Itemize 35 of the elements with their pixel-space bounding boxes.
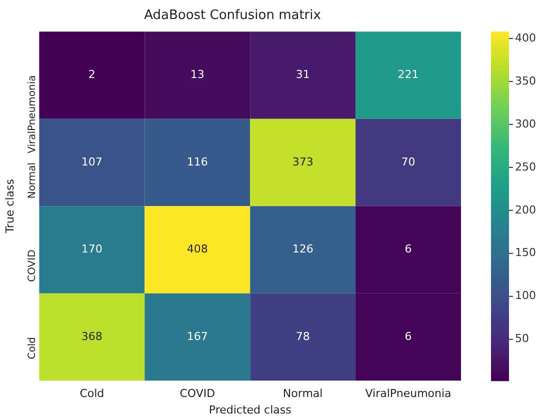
- data-label: 170: [81, 242, 102, 256]
- data-label: 116: [186, 155, 208, 168]
- data-label: 107: [81, 155, 102, 168]
- color-bar-label: 400: [515, 31, 536, 44]
- color-bar-label: 150: [515, 246, 536, 260]
- x-axis-title: Predicted class: [208, 403, 292, 416]
- data-label: 6: [404, 242, 412, 256]
- data-label: 408: [186, 242, 208, 256]
- data-label: 167: [186, 330, 208, 343]
- data-label: 2: [88, 68, 96, 82]
- y-tick-label: Normal: [26, 162, 38, 199]
- x-tick-label: COVID: [180, 387, 216, 400]
- data-label: 126: [292, 242, 314, 256]
- y-axis-title: True class: [3, 178, 16, 234]
- data-label: 221: [398, 68, 419, 82]
- x-tick-label: ViralPneumonia: [365, 387, 452, 400]
- color-bar-label: 200: [515, 203, 536, 216]
- y-tick-label: ViralPneumonia: [26, 75, 38, 154]
- color-bar-label: 350: [515, 74, 536, 88]
- data-label: 31: [296, 68, 310, 82]
- data-label: 368: [81, 330, 102, 343]
- data-label: 70: [401, 155, 416, 168]
- data-label: 13: [190, 68, 204, 82]
- y-tick-label: COVID: [26, 249, 38, 282]
- data-label: 6: [404, 330, 412, 343]
- x-tick-label: Normal: [282, 387, 323, 400]
- color-bar-label: 50: [515, 332, 529, 346]
- chart-title: AdaBoost Confusion matrix: [144, 8, 322, 24]
- y-tick-label: Cold: [26, 336, 38, 360]
- data-label: 373: [292, 155, 314, 168]
- color-bar-label: 300: [515, 117, 536, 130]
- x-tick-label: Cold: [80, 387, 104, 400]
- color-bar-label: 100: [515, 289, 536, 302]
- color-bar-label: 250: [515, 160, 536, 174]
- data-label: 78: [296, 330, 310, 343]
